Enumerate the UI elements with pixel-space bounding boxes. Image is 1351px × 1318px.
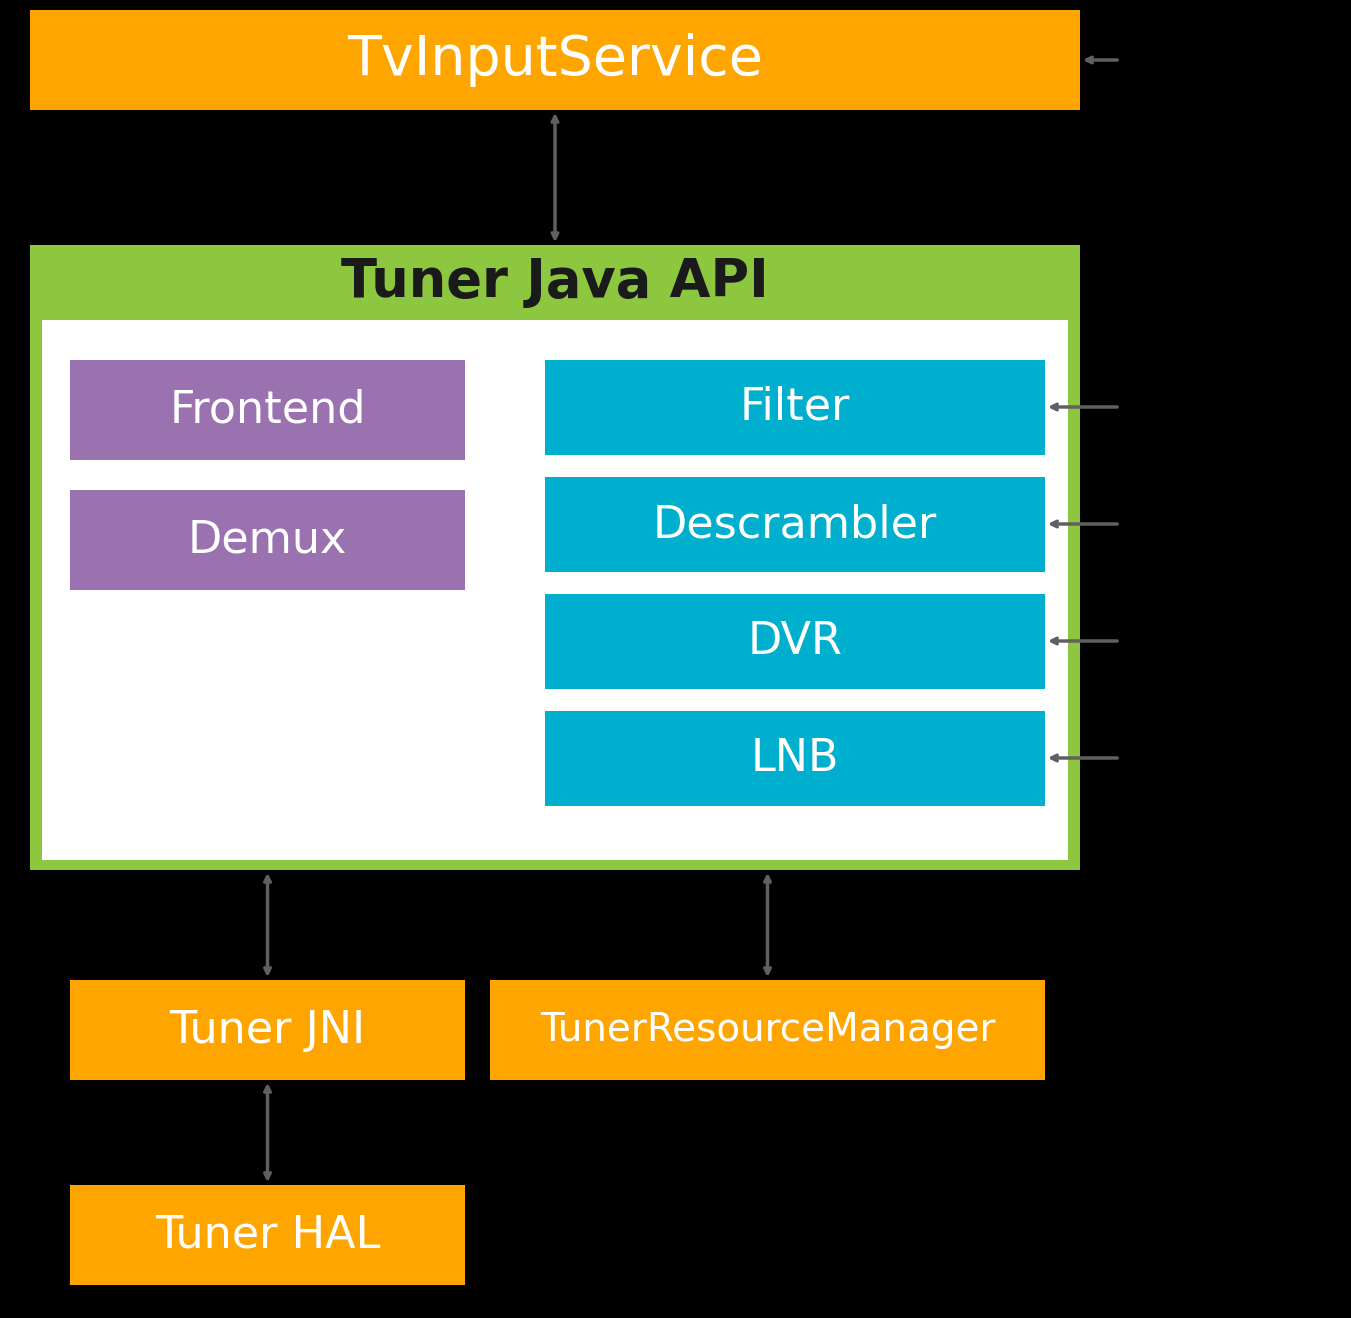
- Bar: [544, 477, 1046, 572]
- Text: Filter: Filter: [740, 386, 850, 428]
- Bar: [30, 11, 1079, 109]
- Bar: [70, 1185, 465, 1285]
- Bar: [490, 981, 1046, 1079]
- Bar: [30, 245, 1079, 320]
- Bar: [544, 360, 1046, 455]
- Bar: [70, 360, 465, 460]
- Text: DVR: DVR: [747, 619, 843, 663]
- Bar: [70, 490, 465, 590]
- Bar: [1100, 0, 1351, 1318]
- Bar: [30, 245, 1079, 870]
- Text: LNB: LNB: [751, 737, 839, 780]
- Text: Tuner Java API: Tuner Java API: [340, 257, 769, 308]
- Bar: [70, 981, 465, 1079]
- Text: Tuner JNI: Tuner JNI: [169, 1008, 366, 1052]
- Text: TunerResourceManager: TunerResourceManager: [540, 1011, 996, 1049]
- Text: Tuner HAL: Tuner HAL: [155, 1214, 380, 1256]
- Text: Descrambler: Descrambler: [653, 503, 938, 546]
- Text: Demux: Demux: [188, 518, 347, 561]
- Bar: [42, 320, 1069, 861]
- Bar: [544, 710, 1046, 807]
- Text: Frontend: Frontend: [169, 389, 366, 431]
- Text: TvInputService: TvInputService: [347, 33, 763, 87]
- Bar: [544, 594, 1046, 689]
